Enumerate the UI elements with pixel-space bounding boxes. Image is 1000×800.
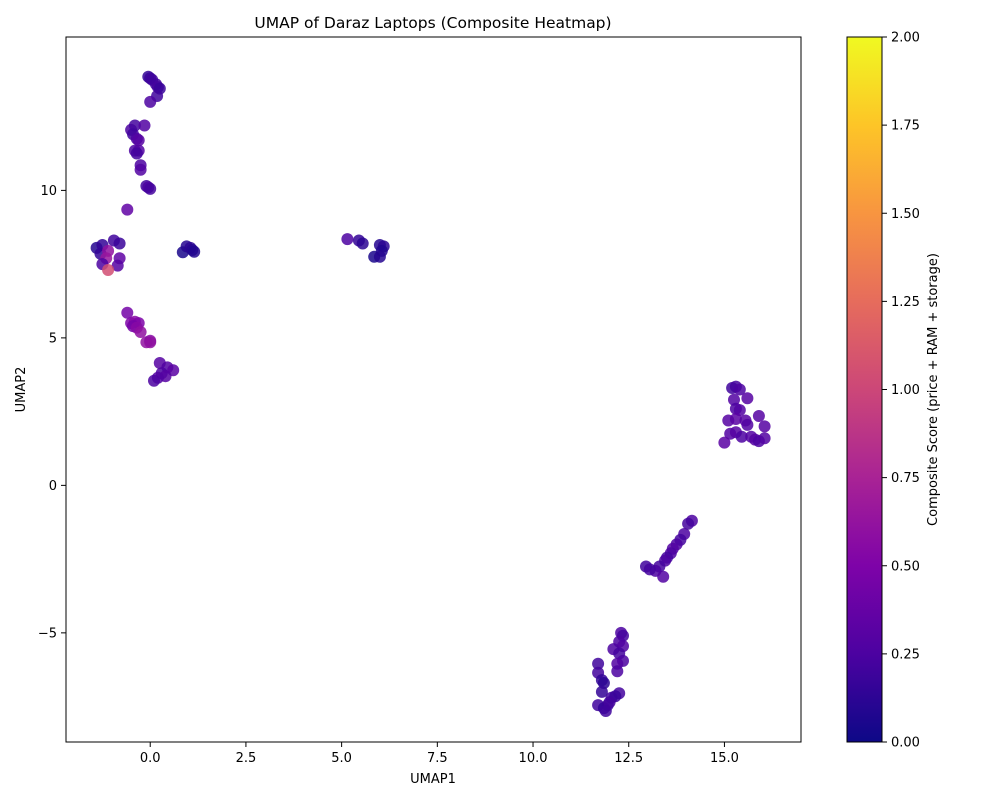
x-tick-label: 0.0 bbox=[140, 751, 161, 766]
points-layer bbox=[90, 70, 771, 717]
colorbar-tick-label: 1.50 bbox=[891, 207, 920, 222]
data-point bbox=[595, 685, 608, 698]
x-tick-label: 2.5 bbox=[236, 751, 257, 766]
data-point bbox=[111, 259, 124, 272]
data-point bbox=[121, 306, 134, 319]
colorbar-tick-label: 0.25 bbox=[891, 647, 920, 662]
data-point bbox=[148, 374, 160, 387]
data-point bbox=[102, 264, 115, 276]
y-tick-label: 10 bbox=[40, 184, 57, 199]
data-point bbox=[341, 233, 354, 246]
data-point bbox=[657, 570, 670, 583]
colorbar-tick-label: 1.25 bbox=[891, 295, 920, 310]
data-point bbox=[741, 418, 754, 431]
x-tick-label: 12.5 bbox=[614, 751, 643, 766]
data-point bbox=[735, 430, 748, 443]
x-tick-label: 15.0 bbox=[710, 751, 739, 766]
data-point bbox=[130, 147, 143, 160]
colorbar-tick-label: 2.00 bbox=[891, 31, 920, 46]
chart-title: UMAP of Daraz Laptops (Composite Heatmap… bbox=[254, 14, 611, 32]
y-tick-label: 5 bbox=[49, 331, 57, 346]
data-point bbox=[718, 436, 731, 449]
data-point bbox=[132, 134, 145, 147]
data-point bbox=[733, 383, 746, 396]
colorbar-gradient bbox=[847, 37, 882, 742]
data-point bbox=[599, 705, 612, 717]
data-point bbox=[121, 203, 134, 216]
data-point bbox=[741, 392, 754, 405]
x-tick-label: 5.0 bbox=[331, 751, 352, 766]
x-tick-label: 7.5 bbox=[427, 751, 448, 766]
data-point bbox=[728, 393, 740, 406]
y-axis: −5 0 5 10 bbox=[38, 184, 66, 641]
data-point bbox=[592, 657, 605, 670]
data-point bbox=[188, 245, 201, 258]
data-point bbox=[356, 237, 369, 250]
data-point bbox=[113, 237, 126, 250]
data-point bbox=[144, 336, 157, 349]
y-tick-label: 0 bbox=[49, 479, 57, 494]
colorbar-title: Composite Score (price + RAM + storage) bbox=[926, 253, 941, 526]
y-tick-label: −5 bbox=[38, 626, 57, 641]
data-point bbox=[729, 413, 742, 425]
colorbar-ticks: 0.00 0.25 0.50 0.75 1.00 1.25 1.50 1.75 2.00 bbox=[882, 31, 920, 751]
colorbar: 0.00 0.25 0.50 0.75 1.00 1.25 1.50 1.75 2.00 Com… bbox=[846, 31, 941, 751]
data-point bbox=[682, 517, 695, 530]
colorbar-tick-label: 0.50 bbox=[891, 559, 920, 574]
colorbar-tick-label: 1.75 bbox=[891, 119, 920, 134]
data-point bbox=[134, 163, 147, 176]
data-point bbox=[144, 95, 157, 108]
data-point bbox=[758, 420, 771, 433]
data-point bbox=[611, 665, 624, 678]
data-point bbox=[138, 119, 151, 132]
y-axis-title: UMAP2 bbox=[14, 367, 29, 413]
colorbar-tick-label: 0.00 bbox=[891, 736, 920, 751]
data-point bbox=[134, 326, 147, 338]
data-point bbox=[144, 182, 157, 195]
data-point bbox=[752, 410, 765, 422]
plot-frame bbox=[65, 36, 802, 743]
colorbar-tick-label: 0.75 bbox=[891, 471, 920, 486]
x-axis-title: UMAP1 bbox=[410, 772, 456, 787]
data-point bbox=[758, 432, 771, 445]
x-axis: 0.0 2.5 5.0 7.5 10.0 12.5 15.0 bbox=[140, 742, 739, 766]
data-point bbox=[373, 250, 386, 263]
x-tick-label: 10.0 bbox=[519, 751, 548, 766]
data-point bbox=[643, 563, 656, 576]
colorbar-tick-label: 1.00 bbox=[891, 383, 920, 398]
